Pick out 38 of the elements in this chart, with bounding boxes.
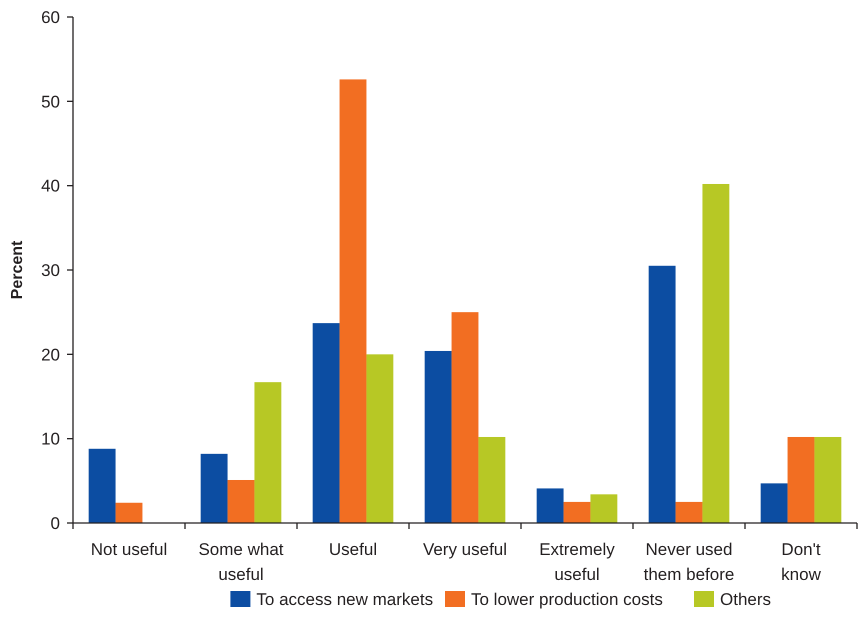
bar xyxy=(814,436,842,523)
bar xyxy=(788,436,814,523)
x-tick-label: Some what useful xyxy=(198,540,284,584)
y-axis-title: Percent xyxy=(9,240,26,300)
bar xyxy=(702,184,730,523)
x-tick-label: Never used them before xyxy=(644,540,734,584)
legend-label: To lower production costs xyxy=(471,590,663,609)
bar xyxy=(452,312,478,523)
bar xyxy=(478,436,506,523)
bar xyxy=(200,454,228,523)
bar xyxy=(760,483,788,523)
bar xyxy=(116,502,142,523)
y-tick-label: 40 xyxy=(41,176,60,196)
y-tick-label: 60 xyxy=(41,8,60,27)
bar xyxy=(88,448,116,523)
legend-label: Others xyxy=(720,590,772,609)
bar xyxy=(312,323,340,523)
bar xyxy=(424,350,452,523)
y-tick-label: 50 xyxy=(41,92,60,112)
bar xyxy=(648,266,676,523)
bar xyxy=(676,502,702,523)
x-tick-label: Useful xyxy=(328,540,378,559)
x-tick-label: Not useful xyxy=(90,540,168,559)
bar xyxy=(564,502,590,523)
bar xyxy=(590,494,618,523)
legend-label: To access new markets xyxy=(256,590,434,609)
bar xyxy=(228,480,254,523)
bar xyxy=(366,354,394,523)
y-tick-label: 10 xyxy=(41,430,60,449)
x-tick-label: Don't know xyxy=(781,540,822,584)
y-tick-label: 20 xyxy=(41,345,60,364)
y-tick-label: 0 xyxy=(50,514,60,533)
x-tick-label: Very useful xyxy=(422,540,508,559)
bar xyxy=(340,79,366,523)
x-tick-label: Extremely useful xyxy=(539,540,616,584)
bar xyxy=(254,382,282,523)
y-tick-label: 30 xyxy=(41,260,60,280)
bar xyxy=(536,488,564,523)
